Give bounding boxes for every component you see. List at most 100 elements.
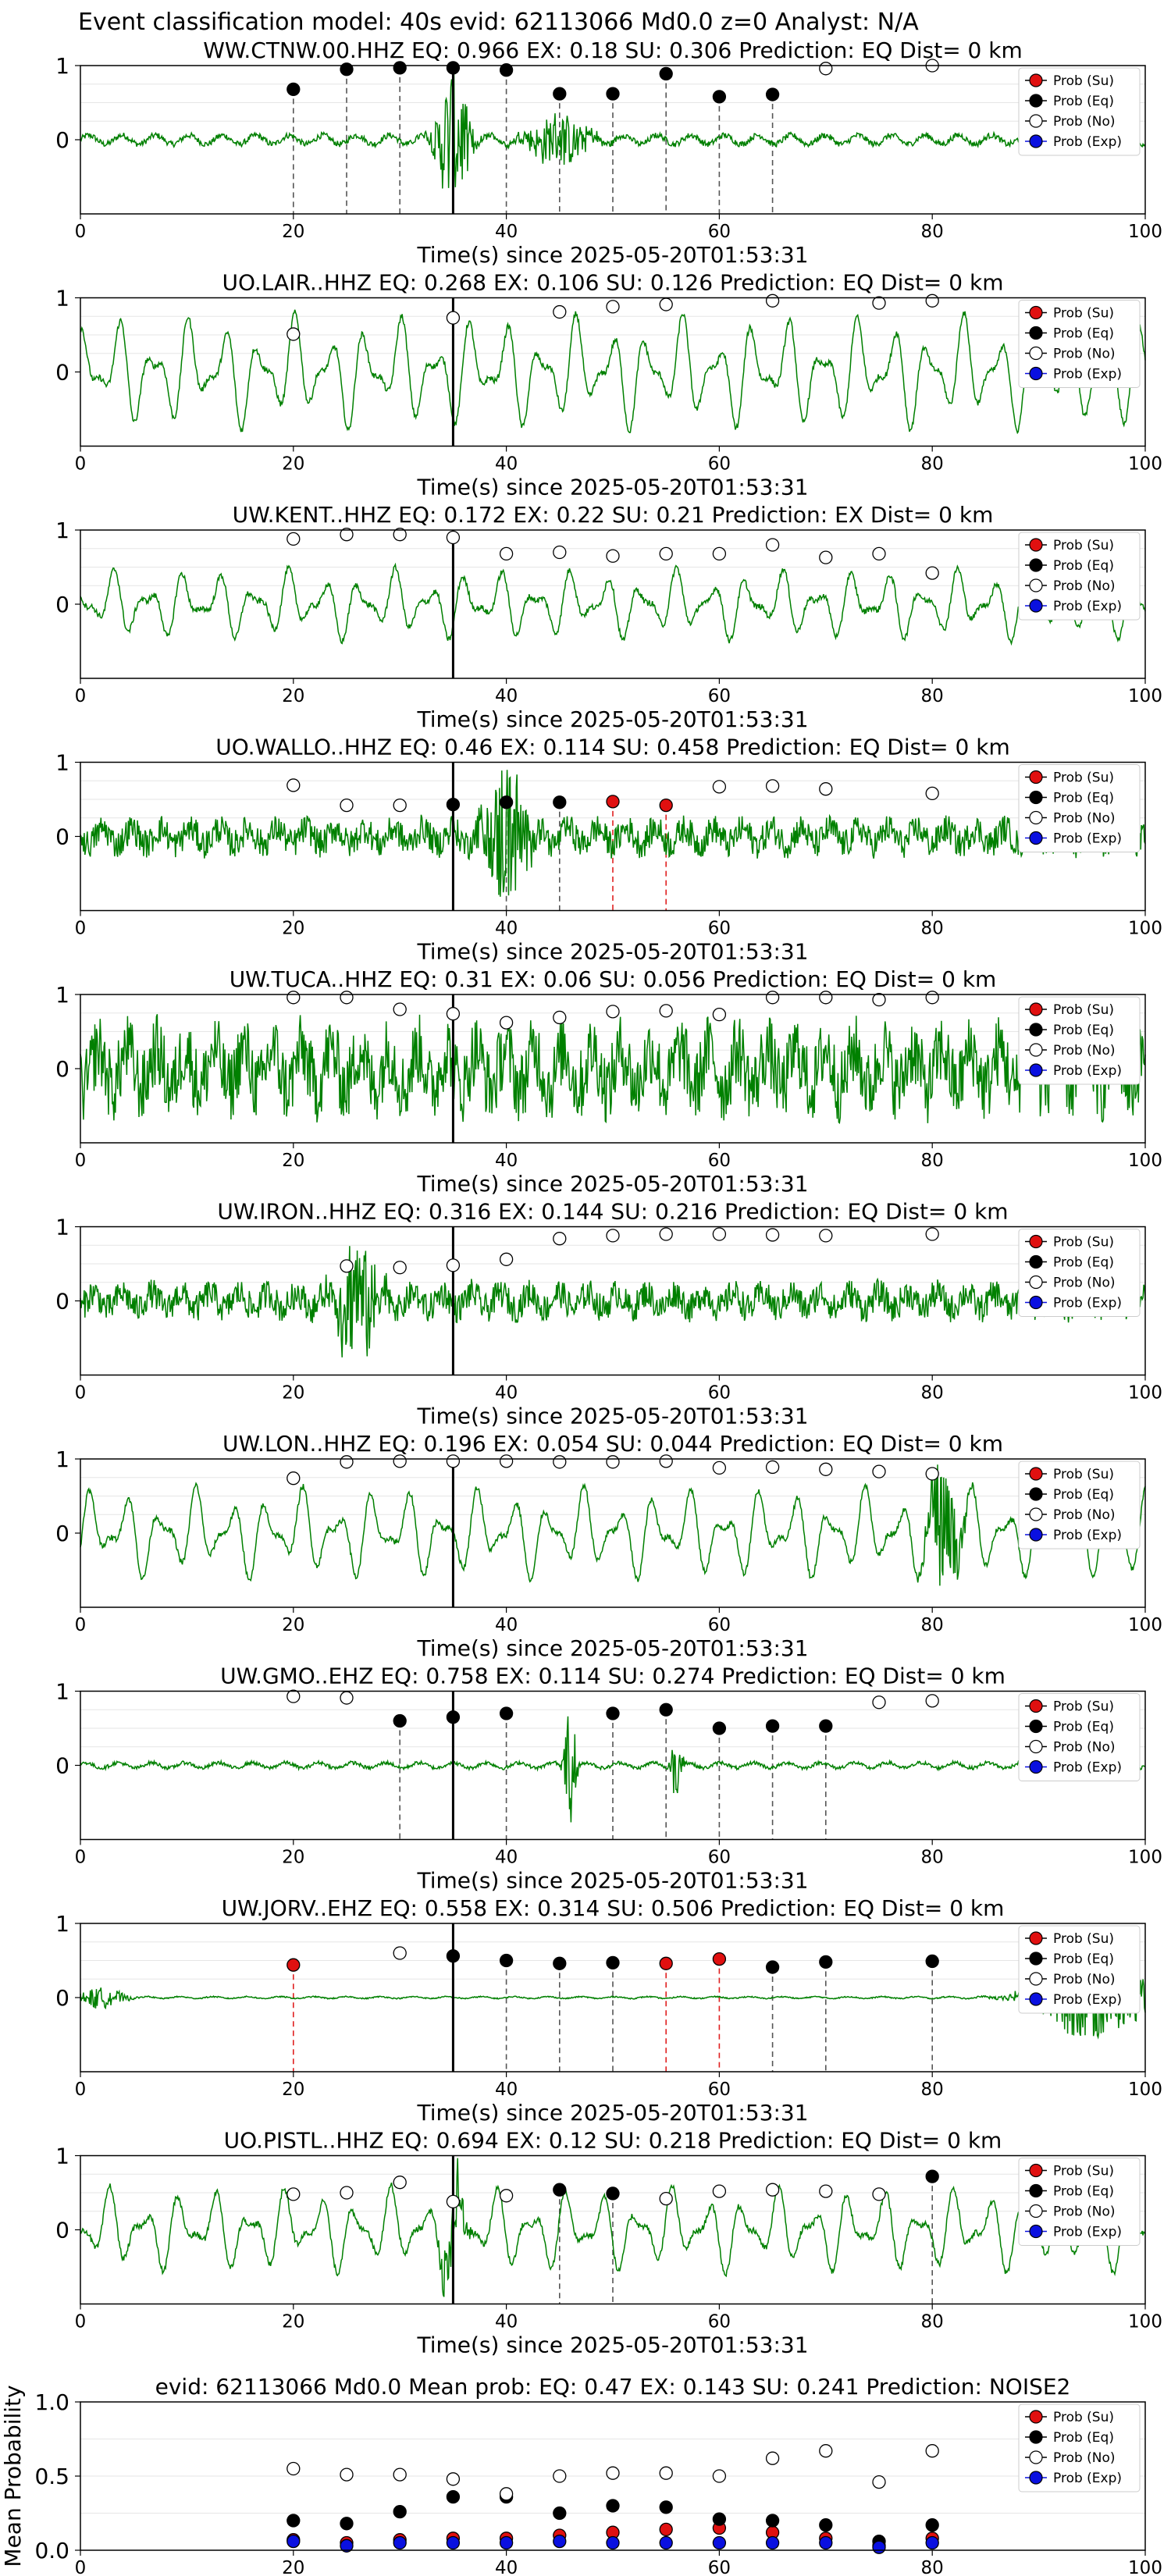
prob-marker-eq [765, 1960, 780, 1974]
prob-marker-eq [606, 87, 620, 101]
x-tick-label: 40 [495, 1151, 518, 1171]
mean-prob-marker-no [712, 2469, 727, 2483]
x-tick-label: 20 [282, 454, 304, 475]
waveform-trace [80, 1716, 1146, 1823]
prob-marker-no [606, 1005, 620, 1019]
prob-marker-no [712, 1008, 727, 1022]
prob-marker-no [340, 991, 354, 1005]
prob-marker-no [925, 1467, 939, 1481]
legend-marker-no [1029, 810, 1043, 825]
prob-marker-no [446, 530, 461, 545]
x-tick-label: 20 [282, 1151, 304, 1171]
legend-label-no: Prob (No) [1053, 2450, 1116, 2466]
waveform-trace [80, 1246, 1146, 1357]
x-tick-label: 20 [282, 1615, 304, 1635]
legend-label-exp: Prob (Exp) [1053, 134, 1122, 150]
prob-marker-su [712, 1952, 727, 1966]
prob-marker-eq [765, 1719, 780, 1733]
plot-frame [80, 297, 1146, 447]
panel-title: UO.WALLO..HHZ EQ: 0.46 EX: 0.114 SU: 0.4… [215, 735, 1009, 760]
station-panel: UO.PISTL..HHZ EQ: 0.694 EX: 0.12 SU: 0.2… [55, 2128, 1162, 2358]
prob-marker-no [659, 2191, 673, 2206]
legend-marker-no [1029, 1507, 1043, 1521]
x-tick-label: 100 [1128, 686, 1162, 706]
legend-label-su: Prob (Su) [1053, 1467, 1114, 1482]
prob-marker-no [872, 1464, 886, 1478]
x-tick-label: 100 [1128, 2080, 1162, 2100]
prob-marker-eq [819, 1955, 833, 1969]
legend-label-exp: Prob (Exp) [1053, 2225, 1122, 2240]
prob-marker-no [925, 991, 939, 1005]
x-tick-label: 80 [921, 222, 944, 242]
legend-label-su: Prob (Su) [1053, 1699, 1114, 1715]
prob-marker-no [712, 1227, 727, 1241]
x-axis-label: Time(s) since 2025-05-20T01:53:31 [416, 939, 808, 965]
legend-marker-exp [1029, 2224, 1043, 2239]
legend-marker-su [1029, 538, 1043, 552]
legend-label-exp: Prob (Exp) [1053, 1760, 1122, 1776]
mean-prob-marker-no [872, 2475, 886, 2489]
prob-marker-no [393, 1002, 407, 1016]
legend-marker-no [1029, 1275, 1043, 1290]
prob-marker-eq [499, 795, 514, 809]
prob-marker-no [712, 2184, 727, 2198]
legend-label-no: Prob (No) [1053, 1043, 1116, 1059]
prob-marker-no [287, 778, 301, 792]
legend-label-exp: Prob (Exp) [1053, 367, 1122, 382]
x-tick-label: 0 [75, 1848, 87, 1868]
legend-marker-eq [1029, 1023, 1043, 1037]
x-axis-label: Time(s) since 2025-05-20T01:53:31 [416, 1635, 808, 1661]
x-tick-label: 0 [75, 919, 87, 939]
legend-marker-exp [1029, 2471, 1043, 2485]
prob-marker-no [287, 1689, 301, 1703]
legend-marker-no [1029, 114, 1043, 128]
prob-marker-eq [499, 1706, 514, 1720]
y-tick-label: 1.0 [34, 2389, 69, 2415]
prob-marker-no [287, 1471, 301, 1485]
y-tick-label: 0 [55, 1521, 69, 1546]
x-tick-label: 80 [921, 1383, 944, 1404]
legend-label-no: Prob (No) [1053, 114, 1116, 130]
station-panel: UW.GMO..EHZ EQ: 0.758 EX: 0.114 SU: 0.27… [55, 1663, 1162, 1894]
legend-marker-no [1029, 578, 1043, 592]
prob-marker-no [872, 546, 886, 561]
prob-marker-eq [659, 66, 673, 81]
legend-label-su: Prob (Su) [1053, 538, 1114, 553]
prob-marker-no [499, 1016, 514, 1030]
prob-marker-no [446, 1454, 461, 1468]
station-panel: UW.IRON..HHZ EQ: 0.316 EX: 0.144 SU: 0.2… [55, 1199, 1162, 1429]
prob-marker-no [340, 798, 354, 813]
x-tick-label: 20 [282, 1383, 304, 1404]
prob-marker-eq [393, 1713, 407, 1728]
prob-marker-no [712, 1461, 727, 1475]
x-tick-label: 80 [921, 1848, 944, 1868]
legend-marker-no [1029, 2204, 1043, 2218]
prob-marker-no [659, 1004, 673, 1018]
legend-marker-su [1029, 1002, 1043, 1016]
x-tick-label: 100 [1128, 919, 1162, 939]
x-tick-label: 0 [75, 1383, 87, 1404]
prob-marker-eq [499, 1953, 514, 1968]
x-axis-label: Time(s) since 2025-05-20T01:53:31 [416, 475, 808, 500]
legend-marker-no [1029, 2450, 1043, 2464]
legend-label-exp: Prob (Exp) [1053, 1063, 1122, 1079]
legend-label-eq: Prob (Eq) [1053, 1952, 1114, 1967]
prob-marker-eq [287, 82, 301, 97]
prob-marker-no [765, 991, 780, 1005]
y-tick-label: 1 [55, 518, 69, 543]
prob-marker-no [340, 1455, 354, 1469]
x-tick-label: 80 [921, 686, 944, 706]
prob-marker-eq [925, 1954, 939, 1969]
panel-title: WW.CTNW.00.HHZ EQ: 0.966 EX: 0.18 SU: 0.… [203, 37, 1023, 63]
legend-marker-su [1029, 73, 1043, 87]
x-tick-label: 60 [708, 1383, 731, 1404]
legend-label-eq: Prob (Eq) [1053, 791, 1114, 806]
prob-marker-no [712, 546, 727, 561]
x-tick-label: 40 [495, 1615, 518, 1635]
mean-prob-marker-exp [499, 2535, 514, 2550]
prob-marker-no [553, 1455, 567, 1469]
x-tick-label: 40 [495, 1383, 518, 1404]
legend-box [1018, 764, 1141, 852]
x-tick-label: 80 [921, 2080, 944, 2100]
